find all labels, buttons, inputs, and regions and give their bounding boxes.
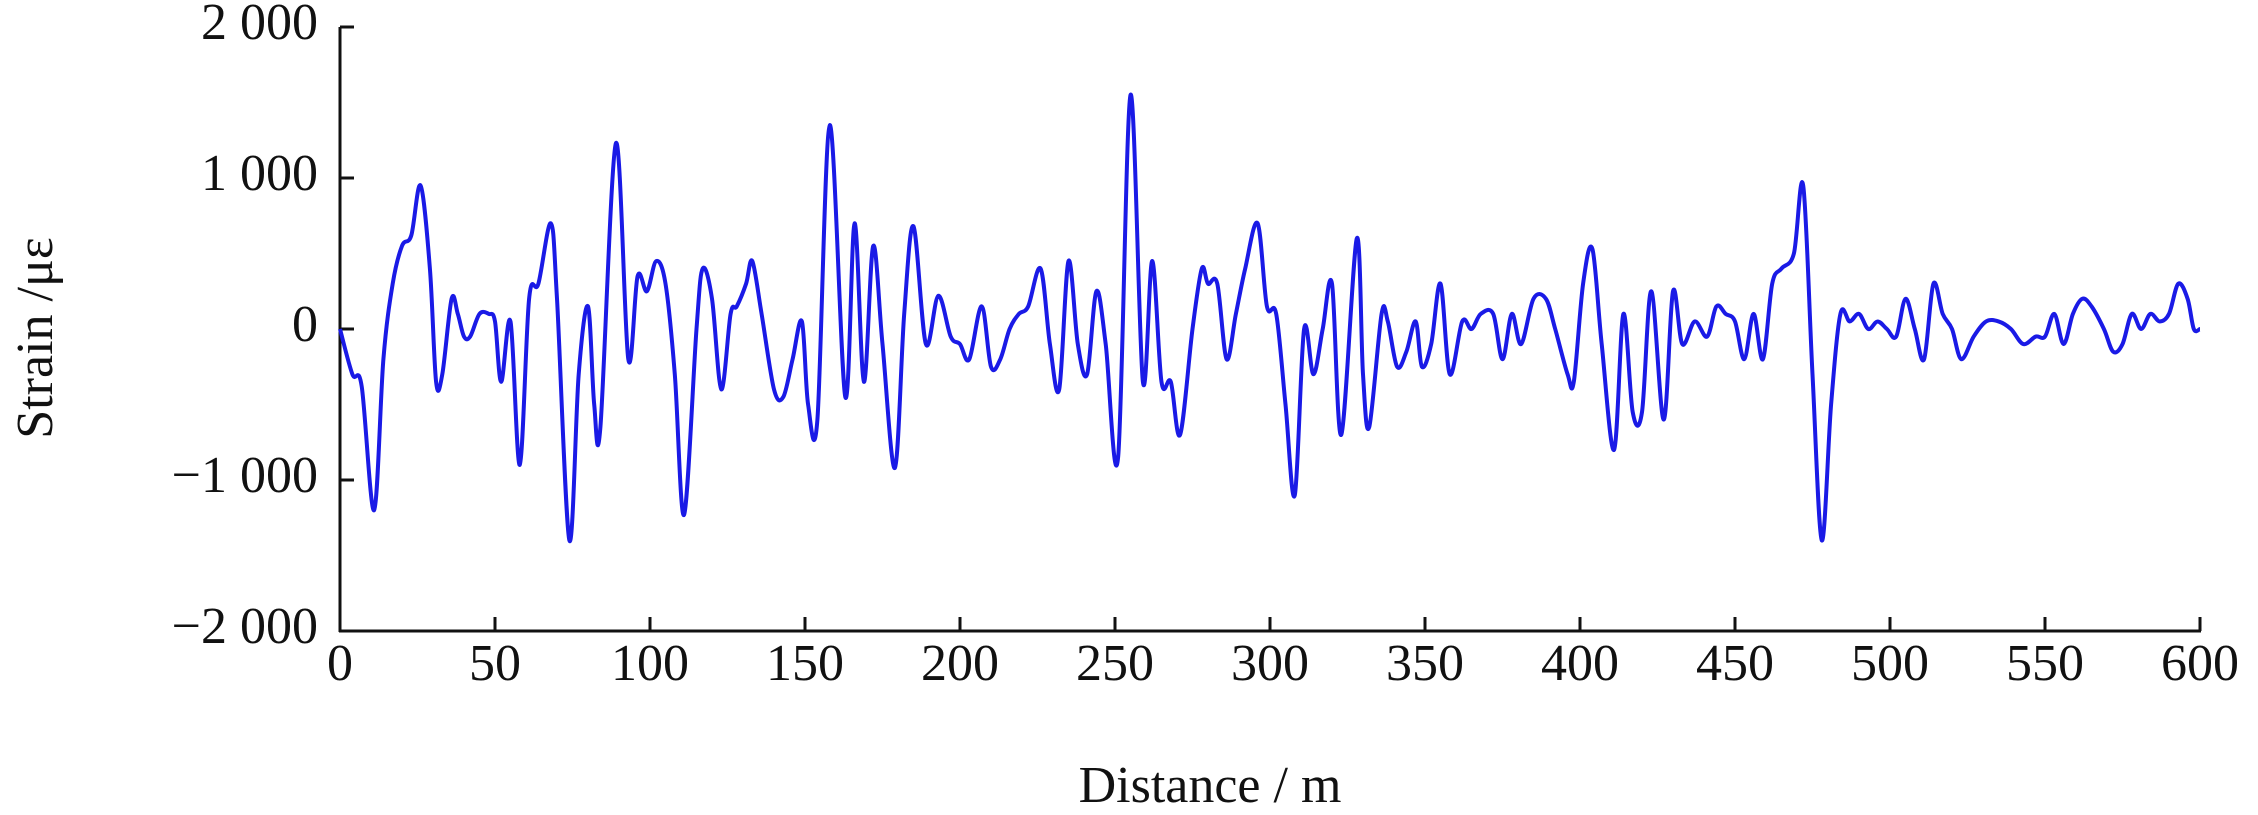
x-tick-label: 450 <box>1696 635 1774 692</box>
x-tick-label: 400 <box>1541 635 1619 692</box>
x-tick-label: 50 <box>469 635 521 692</box>
x-tick-label: 0 <box>327 635 353 692</box>
y-tick-label: 1 000 <box>201 145 318 202</box>
x-tick-label: 550 <box>2006 635 2084 692</box>
x-tick-label: 300 <box>1231 635 1309 692</box>
x-tick-label: 250 <box>1076 635 1154 692</box>
x-tick-label: 200 <box>921 635 999 692</box>
y-tick-label: −2 000 <box>172 598 318 655</box>
y-tick-label: 0 <box>292 296 318 353</box>
x-axis-label: Distance / m <box>1079 757 1342 814</box>
x-tick-label: 600 <box>2161 635 2239 692</box>
x-tick-label: 350 <box>1386 635 1464 692</box>
y-axis-label: Strain /με <box>7 237 64 438</box>
y-tick-label: −1 000 <box>172 447 318 504</box>
x-tick-label: 500 <box>1851 635 1929 692</box>
data-line <box>338 92 2201 543</box>
y-tick-label: 2 000 <box>201 0 318 51</box>
x-tick-label: 150 <box>766 635 844 692</box>
x-tick-label: 100 <box>611 635 689 692</box>
